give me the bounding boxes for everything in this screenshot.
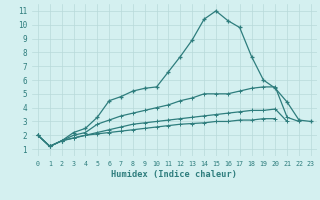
X-axis label: Humidex (Indice chaleur): Humidex (Indice chaleur) bbox=[111, 170, 237, 179]
